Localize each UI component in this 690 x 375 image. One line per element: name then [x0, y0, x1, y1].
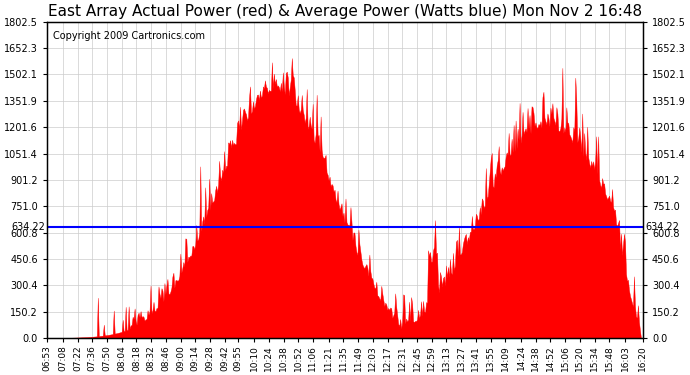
Text: 634.22: 634.22 — [11, 222, 45, 232]
Text: Copyright 2009 Cartronics.com: Copyright 2009 Cartronics.com — [53, 31, 205, 41]
Text: 634.22: 634.22 — [645, 222, 679, 232]
Title: East Array Actual Power (red) & Average Power (Watts blue) Mon Nov 2 16:48: East Array Actual Power (red) & Average … — [48, 4, 642, 19]
